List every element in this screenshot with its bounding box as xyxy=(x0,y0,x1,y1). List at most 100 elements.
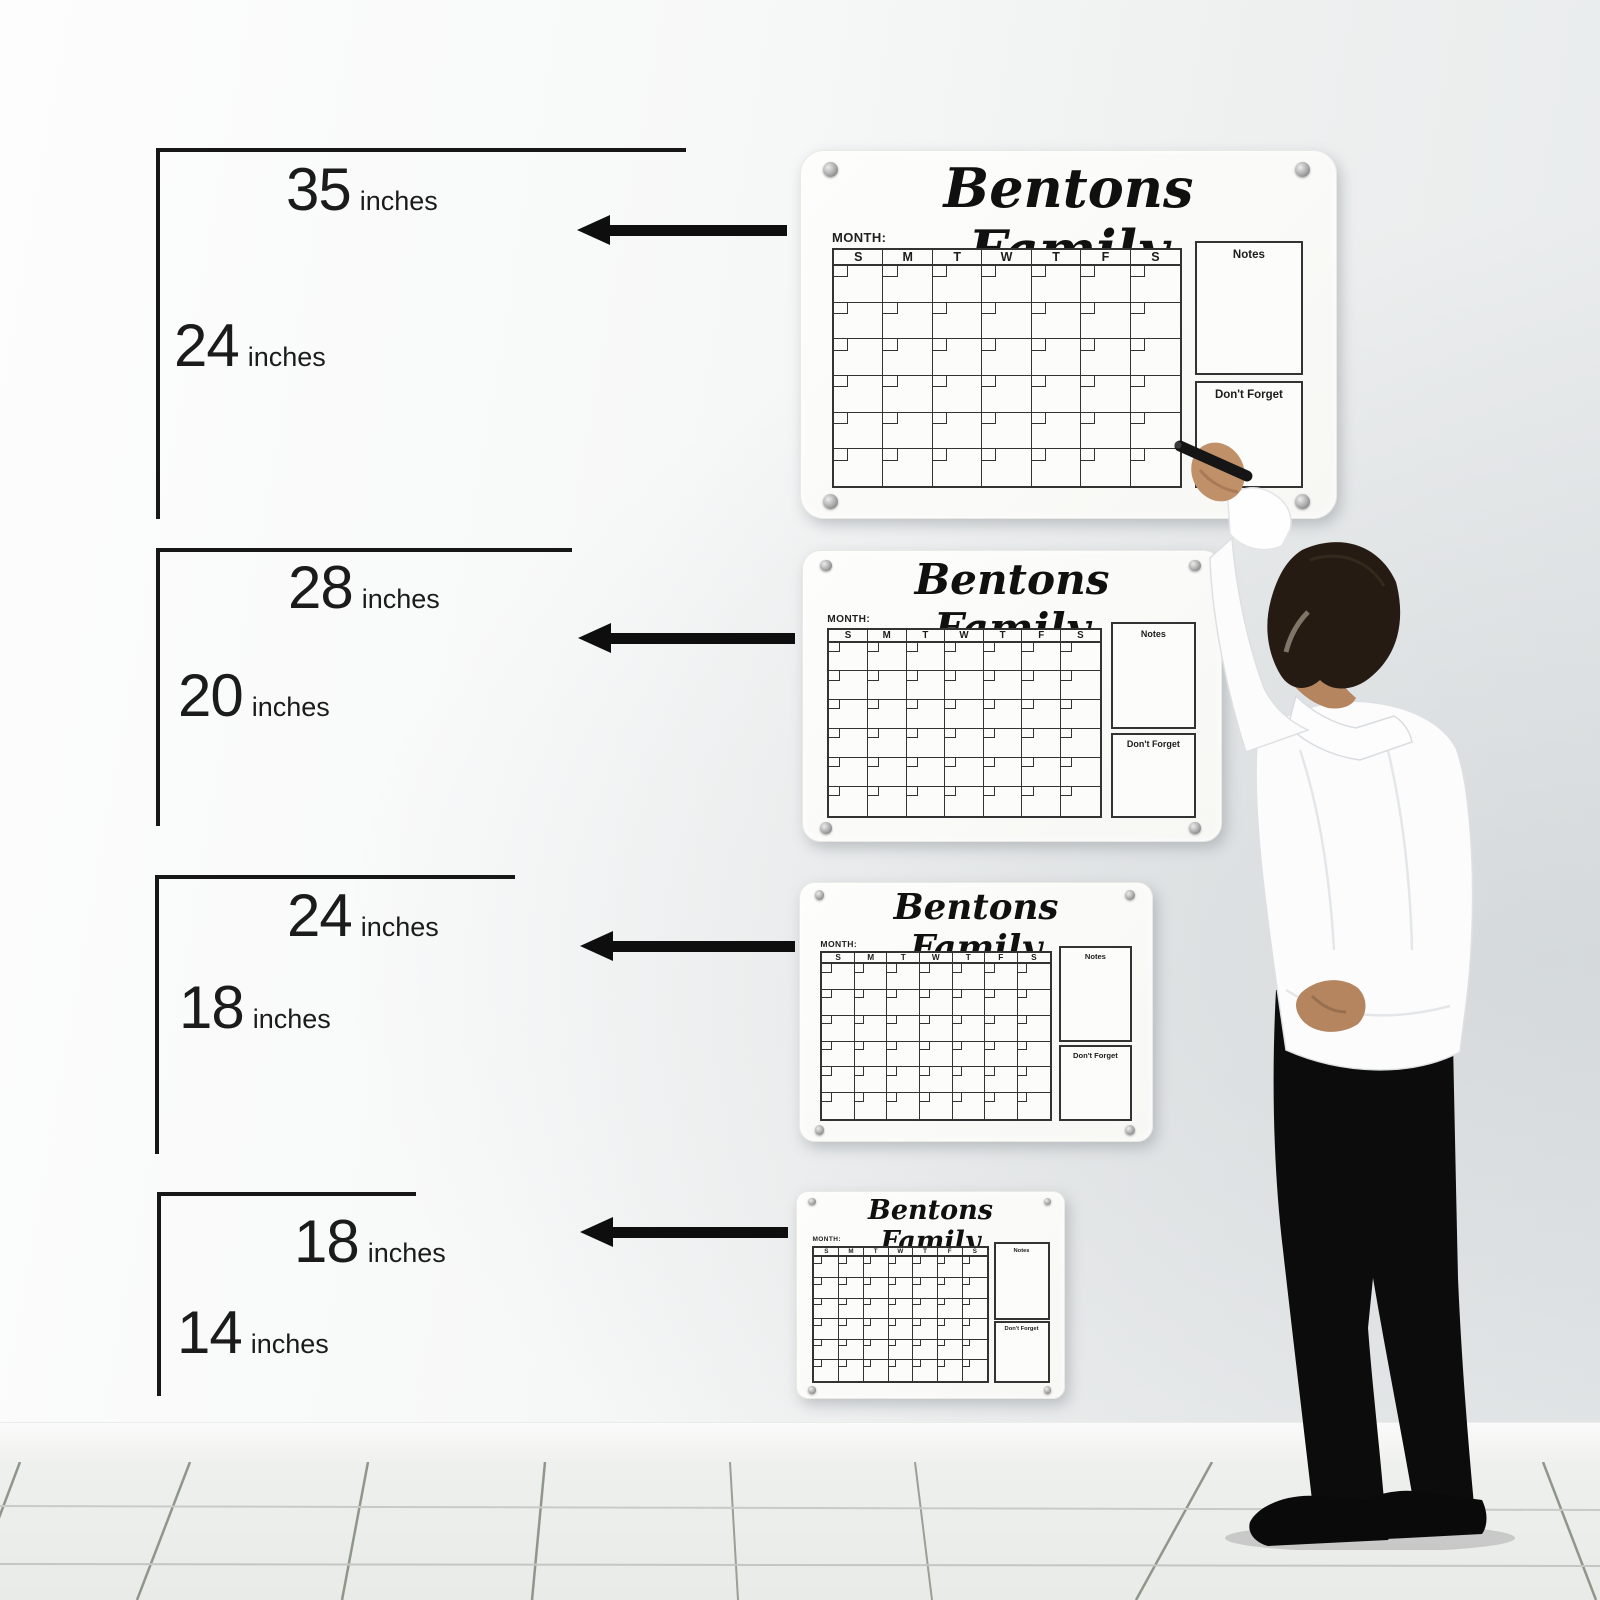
day-cell xyxy=(985,1041,1018,1068)
day-cell xyxy=(952,990,986,1016)
dont-forget-box: Don't Forget xyxy=(1194,380,1304,488)
size-bracket-28x20 xyxy=(156,548,572,826)
screw-icon xyxy=(820,822,832,834)
day-cell xyxy=(1130,449,1180,486)
day-cell xyxy=(1081,449,1131,486)
day-cell xyxy=(863,1360,889,1381)
day-cell xyxy=(962,1319,988,1340)
day-cell xyxy=(932,412,983,450)
day-cell xyxy=(982,412,1032,450)
day-cell xyxy=(834,449,884,486)
day-cell xyxy=(952,1041,986,1068)
day-cell xyxy=(1061,642,1100,672)
width-value: 24 xyxy=(287,882,353,949)
day-cell xyxy=(920,1041,953,1068)
screw-icon xyxy=(823,494,838,509)
month-label: MONTH: xyxy=(827,613,871,625)
day-cell xyxy=(906,671,946,701)
day-cell xyxy=(1022,787,1062,817)
day-cell xyxy=(937,1257,963,1278)
width-value: 18 xyxy=(294,1208,360,1275)
day-cell xyxy=(888,1298,914,1320)
day-cell xyxy=(983,671,1023,701)
day-cell xyxy=(962,1339,988,1361)
width-label: 18 inches xyxy=(294,1212,446,1272)
day-cell xyxy=(1081,412,1131,450)
day-cell xyxy=(983,758,1023,788)
day-cell xyxy=(854,1067,888,1094)
day-cell xyxy=(937,1360,963,1381)
screw-icon xyxy=(814,1125,825,1136)
day-cell xyxy=(888,1319,914,1340)
day-cell xyxy=(1017,1041,1051,1068)
left-arrow-icon xyxy=(577,215,787,245)
day-cell xyxy=(962,1277,988,1299)
day-cell xyxy=(839,1339,864,1361)
notes-box: Notes xyxy=(1059,946,1132,1042)
notes-label: Notes xyxy=(1084,952,1106,962)
day-cell xyxy=(913,1277,938,1299)
day-cell xyxy=(863,1298,889,1320)
day-cell xyxy=(983,700,1023,730)
day-cell xyxy=(887,1067,920,1094)
unit-label: inches xyxy=(359,186,438,216)
day-cell xyxy=(952,1093,986,1119)
day-cell xyxy=(867,642,907,672)
day-cell xyxy=(982,302,1032,340)
day-cell xyxy=(829,671,868,701)
day-cell xyxy=(982,449,1032,486)
day-cell xyxy=(906,758,946,788)
day-cell xyxy=(887,990,920,1016)
day-cell xyxy=(1081,375,1131,413)
tile-grout-lines xyxy=(0,1462,1600,1600)
day-cell xyxy=(985,964,1018,991)
day-header: T xyxy=(983,629,1023,643)
day-cell xyxy=(983,787,1023,817)
day-header: W xyxy=(982,249,1032,266)
day-cell xyxy=(985,1067,1018,1094)
day-cell xyxy=(887,1093,920,1119)
height-label: 18 inches xyxy=(179,978,331,1038)
width-label: 35 inches xyxy=(286,160,438,220)
day-cell xyxy=(863,1319,889,1340)
day-header: S xyxy=(822,953,855,965)
day-header: T xyxy=(863,1248,889,1258)
day-cell xyxy=(1061,758,1100,788)
notes-box: Notes xyxy=(1110,622,1197,729)
dont-forget-box: Don't Forget xyxy=(1059,1044,1132,1121)
day-cell xyxy=(829,700,868,730)
day-cell xyxy=(854,964,888,991)
day-cell xyxy=(1130,412,1181,450)
day-cell xyxy=(906,642,946,672)
screw-icon xyxy=(1043,1386,1051,1394)
screw-icon xyxy=(1189,559,1201,572)
day-cell xyxy=(962,1257,988,1278)
day-cell xyxy=(863,1339,889,1361)
width-label: 28 inches xyxy=(288,558,440,618)
day-cell xyxy=(932,302,983,340)
day-cell xyxy=(906,700,946,730)
dont-forget-label: Don't Forget xyxy=(1004,1326,1039,1333)
height-value: 24 xyxy=(174,312,240,379)
day-cell xyxy=(1061,787,1100,816)
day-cell xyxy=(854,1015,888,1042)
day-cell xyxy=(985,1093,1018,1119)
day-cell xyxy=(913,1339,938,1361)
day-cell xyxy=(834,265,884,303)
day-cell xyxy=(945,758,984,788)
day-cell xyxy=(1130,375,1181,413)
unit-label: inches xyxy=(361,584,440,614)
day-cell xyxy=(829,642,868,672)
day-cell xyxy=(983,642,1023,672)
day-header: S xyxy=(829,629,868,643)
day-cell xyxy=(883,375,933,413)
screw-icon xyxy=(1124,1125,1135,1136)
day-cell xyxy=(985,990,1018,1016)
day-cell xyxy=(839,1319,864,1340)
day-cell xyxy=(906,787,946,817)
day-cell xyxy=(822,1067,855,1094)
day-header: T xyxy=(913,1248,938,1258)
left-arrow-icon xyxy=(580,1217,788,1247)
